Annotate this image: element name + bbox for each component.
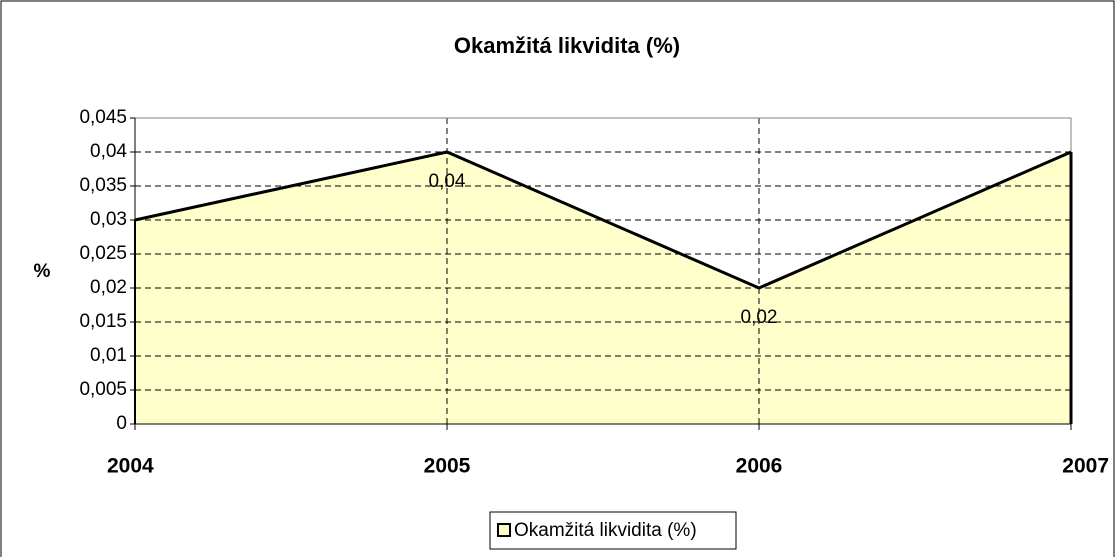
data-label: 0,02: [741, 307, 778, 328]
y-tick-label: 0: [116, 413, 127, 434]
x-tick-label: 2004: [107, 455, 154, 478]
y-tick-label: 0,035: [79, 175, 127, 196]
y-tick-label: 0,045: [79, 107, 127, 128]
y-tick-label: 0,01: [90, 345, 127, 366]
y-tick-label: 0,025: [79, 243, 127, 264]
area-line: [134, 150, 1072, 290]
y-tick-label: 0,015: [79, 311, 127, 332]
y-tick-label: 0,02: [90, 277, 127, 298]
y-tick-label: 0,03: [90, 209, 127, 230]
legend-swatch: [497, 523, 511, 537]
chart-title: Okamžitá likvidita (%): [454, 33, 680, 58]
x-tick-label: 2006: [736, 455, 783, 478]
y-axis-label: %: [34, 261, 51, 282]
data-label: 0,04: [429, 171, 466, 192]
y-tick-label: 0,005: [79, 379, 127, 400]
legend-box: [489, 511, 737, 550]
x-tick-label: 2007: [1062, 455, 1109, 478]
legend-label: Okamžitá likvidita (%): [514, 520, 697, 541]
x-tick-label: 2005: [424, 455, 471, 478]
y-tick-label: 0,04: [90, 141, 127, 162]
